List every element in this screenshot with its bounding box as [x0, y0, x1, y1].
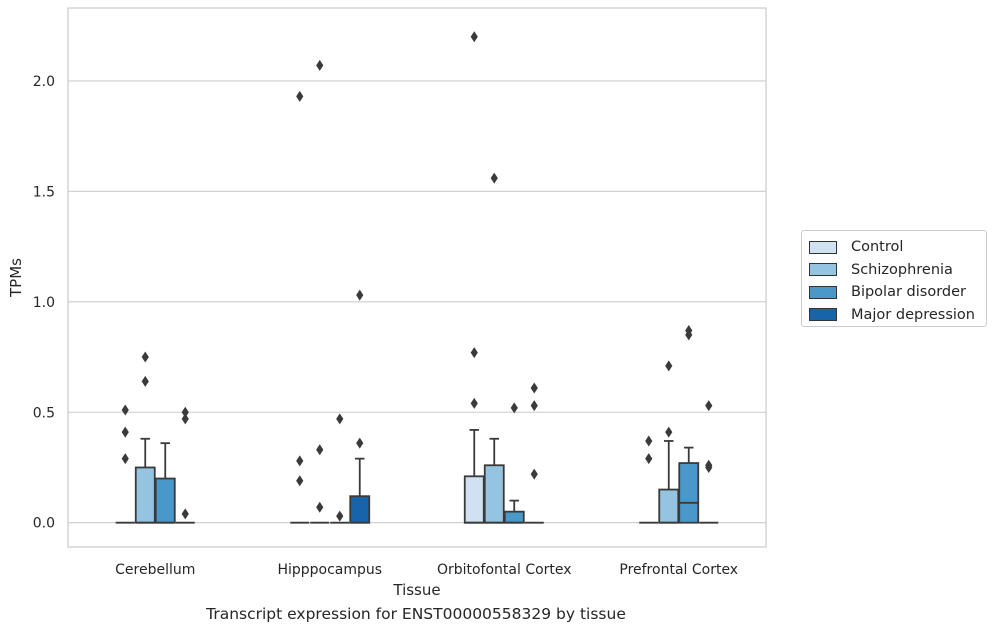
box-schizophrenia	[483, 172, 505, 524]
outlier-point	[490, 172, 498, 184]
outlier-point	[316, 444, 324, 456]
y-tick-label: 1.0	[33, 295, 55, 311]
outlier-point	[530, 400, 538, 412]
outlier-point	[296, 475, 304, 487]
outlier-point	[181, 406, 189, 418]
box-bipolar-disorder	[154, 442, 176, 524]
outlier-point	[510, 402, 518, 414]
x-tick-label: Prefrontal Cortex	[619, 562, 738, 578]
legend-swatch	[809, 285, 837, 299]
outlier-point	[645, 453, 653, 465]
gridlines	[68, 80, 766, 524]
box-body	[134, 466, 156, 524]
outlier-point	[141, 351, 149, 363]
box-control	[290, 90, 310, 524]
box-control	[639, 435, 659, 524]
outlier-point	[121, 426, 129, 438]
box-major-depression	[175, 406, 195, 524]
y-tick-label: 0.0	[33, 516, 55, 532]
outlier-point	[665, 426, 673, 438]
outlier-point	[316, 59, 324, 71]
box-major-depression	[349, 289, 371, 524]
box-bipolar-disorder	[330, 413, 350, 524]
legend-item: Schizophrenia	[809, 259, 986, 282]
legend-label: Schizophrenia	[851, 261, 953, 278]
outlier-point	[296, 455, 304, 467]
plot-frame	[67, 7, 767, 548]
legend-label: Major depression	[851, 306, 975, 323]
outlier-point	[181, 508, 189, 520]
box-body	[503, 510, 525, 524]
box-control	[115, 404, 135, 524]
outlier-point	[356, 289, 364, 301]
x-axis-label: Tissue	[392, 581, 440, 599]
outlier-point	[530, 382, 538, 394]
box-body	[349, 495, 371, 524]
box-body	[483, 464, 505, 524]
legend-item: Control	[809, 236, 986, 259]
box-schizophrenia	[310, 59, 330, 524]
box-body	[658, 488, 680, 524]
outlier-point	[336, 413, 344, 425]
box-body	[678, 462, 700, 524]
outlier-point	[121, 404, 129, 416]
box-major-depression	[524, 382, 544, 524]
y-tick-label: 2.0	[33, 74, 55, 90]
outlier-point	[470, 397, 478, 409]
box-bipolar-disorder	[678, 325, 700, 524]
legend-swatch	[809, 308, 837, 322]
outlier-point	[470, 31, 478, 43]
legend-item: Major depression	[809, 304, 986, 327]
outlier-point	[685, 329, 693, 341]
x-tick-label: Hipppocampus	[277, 562, 382, 578]
outlier-point	[121, 453, 129, 465]
legend-item: Bipolar disorder	[809, 281, 986, 304]
y-tick-label: 0.5	[33, 405, 55, 421]
x-tick-label: Cerebellum	[115, 562, 195, 578]
outlier-point	[665, 360, 673, 372]
legend-swatch	[809, 263, 837, 277]
legend-label: Bipolar disorder	[851, 284, 966, 301]
box-major-depression	[699, 400, 719, 524]
box-schizophrenia	[134, 351, 156, 524]
outlier-point	[336, 510, 344, 522]
outlier-point	[141, 375, 149, 387]
axes-layer: 0.0 0.5 1.0 1.5 2.0 Cerebellum Hipppocampus Orb…	[33, 74, 738, 578]
outlier-point	[705, 461, 713, 473]
outlier-point	[316, 501, 324, 513]
outlier-point	[296, 90, 304, 102]
legend: Control Schizophrenia Bipolar disorder Majo…	[801, 230, 987, 327]
box-schizophrenia	[658, 360, 680, 524]
box-control	[463, 31, 485, 524]
outlier-point	[181, 413, 189, 425]
y-axis-label: TPMs	[7, 258, 25, 298]
boxes-layer	[115, 31, 719, 524]
outlier-point	[530, 468, 538, 480]
outlier-point	[356, 437, 364, 449]
legend-label: Control	[851, 239, 904, 256]
chart-caption: Transcript expression for ENST0000055832…	[206, 605, 626, 623]
box-body	[154, 477, 176, 524]
y-tick-label: 1.5	[33, 184, 55, 200]
legend-swatch	[809, 240, 837, 254]
box-body	[463, 475, 485, 524]
box-bipolar-disorder	[503, 402, 525, 524]
x-tick-label: Orbitofontal Cortex	[437, 562, 572, 578]
outlier-point	[645, 435, 653, 447]
outlier-point	[705, 400, 713, 412]
outlier-point	[470, 347, 478, 359]
